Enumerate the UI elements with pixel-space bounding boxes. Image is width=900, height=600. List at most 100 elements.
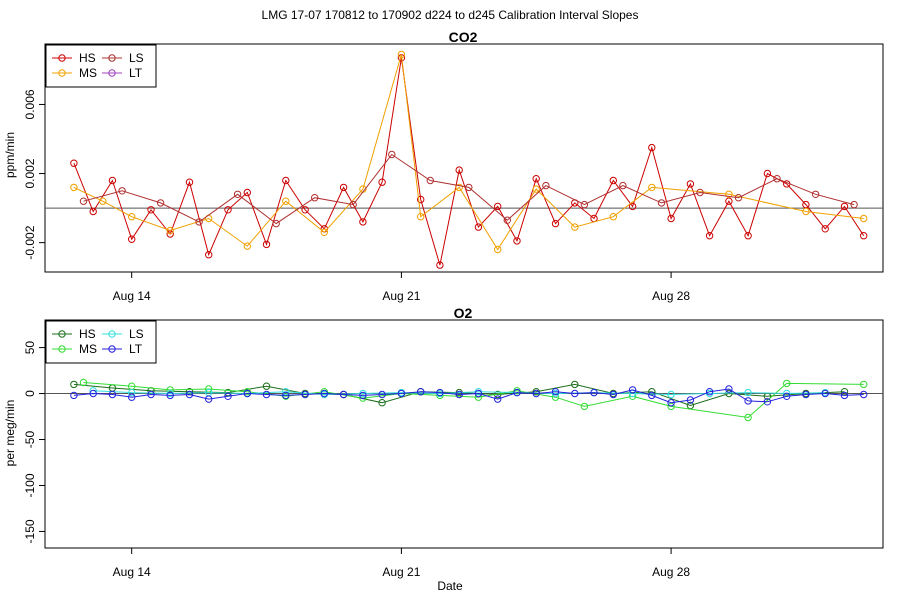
co2-point-ls bbox=[696, 188, 704, 197]
co2-point-hs bbox=[628, 202, 637, 211]
o2-point-lt bbox=[282, 391, 290, 400]
co2-point-ls bbox=[619, 181, 627, 190]
o2-point-ls bbox=[744, 388, 752, 397]
co2-point-ms bbox=[494, 245, 502, 254]
co2-point-hs bbox=[609, 176, 617, 185]
x-axis-label: Date bbox=[437, 579, 463, 593]
co2-point-ls bbox=[79, 197, 88, 205]
co2-point-hs bbox=[185, 178, 194, 186]
o2-point-lt bbox=[763, 398, 772, 406]
co2-point-hs bbox=[205, 251, 213, 259]
o2-point-lt bbox=[417, 388, 425, 396]
o2-y-tick-label: 0 bbox=[23, 390, 37, 397]
co2-point-ls bbox=[580, 200, 589, 209]
o2-legend-label-hs: HS bbox=[79, 327, 96, 341]
co2-title: CO2 bbox=[449, 29, 478, 45]
co2-point-hs bbox=[359, 218, 367, 226]
o2-legend-marker-ls bbox=[108, 330, 116, 338]
o2-ylabel: per meg/min bbox=[3, 400, 17, 467]
co2-point-hs bbox=[744, 232, 752, 240]
co2-legend-marker-hs bbox=[58, 54, 66, 62]
o2-point-lt bbox=[128, 393, 136, 401]
co2-legend-box bbox=[45, 44, 157, 88]
o2-point-lt bbox=[243, 389, 252, 398]
co2-point-hs bbox=[301, 206, 309, 214]
co2-point-hs bbox=[147, 206, 155, 214]
o2-point-hs bbox=[262, 382, 271, 390]
co2-point-hs bbox=[89, 207, 97, 216]
o2-point-ls bbox=[128, 388, 136, 397]
o2-point-lt bbox=[686, 396, 695, 404]
co2-point-ms bbox=[70, 183, 78, 192]
co2-point-ls bbox=[465, 183, 473, 192]
co2-point-ms bbox=[648, 183, 656, 192]
co2-point-ms bbox=[417, 213, 425, 221]
co2-point-hs bbox=[705, 232, 714, 240]
co2-ylabel: ppm/min bbox=[3, 132, 17, 178]
co2-point-ls bbox=[657, 199, 666, 207]
o2-y-tick-label: -100 bbox=[23, 473, 37, 497]
o2-legend-marker-ms bbox=[58, 345, 66, 353]
co2-point-hs bbox=[378, 178, 386, 186]
page-title: LMG 17-07 170812 to 170902 d224 to d245 … bbox=[262, 8, 639, 22]
o2-point-lt bbox=[397, 389, 406, 398]
co2-plot-frame bbox=[44, 43, 884, 273]
co2-x-tick-label: Aug 28 bbox=[652, 289, 690, 303]
co2-point-hs bbox=[763, 169, 772, 178]
co2-point-ms bbox=[397, 50, 406, 59]
o2-x-tick-label: Aug 14 bbox=[113, 565, 151, 579]
co2-point-hs bbox=[282, 176, 290, 185]
o2-point-lt bbox=[147, 390, 155, 399]
o2-legend-marker-lt bbox=[108, 345, 116, 353]
o2-point-lt bbox=[108, 390, 117, 399]
co2-series-line-hs bbox=[73, 57, 865, 266]
co2-point-hs bbox=[821, 225, 829, 233]
co2-legend-label-ms: MS bbox=[79, 66, 97, 80]
o2-point-lt bbox=[783, 392, 791, 400]
o2-point-lt bbox=[339, 390, 348, 399]
co2-point-hs bbox=[243, 188, 252, 197]
o2-point-lt bbox=[301, 390, 309, 399]
o2-point-ls bbox=[359, 389, 367, 398]
co2-point-ms bbox=[802, 207, 810, 216]
o2-point-lt bbox=[359, 391, 367, 400]
o2-point-lt bbox=[70, 391, 78, 400]
o2-point-ls bbox=[166, 389, 174, 398]
co2-series-line-ls bbox=[83, 153, 855, 225]
co2-point-ms bbox=[282, 197, 290, 205]
o2-point-lt bbox=[628, 386, 637, 394]
co2-point-hs bbox=[128, 235, 136, 243]
co2-point-ls bbox=[195, 218, 203, 226]
o2-title: O2 bbox=[454, 305, 473, 321]
o2-point-lt bbox=[474, 389, 483, 398]
o2-point-lt bbox=[455, 390, 463, 399]
o2-point-ms bbox=[744, 413, 752, 422]
o2-point-lt bbox=[705, 388, 714, 396]
o2-legend-marker-hs bbox=[58, 330, 66, 338]
co2-point-ms bbox=[455, 183, 463, 192]
co2-point-hs bbox=[840, 202, 849, 211]
co2-panel: CO2 ppm/min -0.002 0.002 0.006 Aug 14 Aug 21… bbox=[3, 29, 884, 303]
o2-point-lt bbox=[590, 388, 598, 397]
o2-x-tick-label: Aug 28 bbox=[652, 565, 690, 579]
co2-legend-marker-ls bbox=[108, 54, 116, 62]
o2-point-ms bbox=[860, 380, 868, 389]
co2-point-ms bbox=[609, 213, 617, 221]
co2-point-ls bbox=[233, 190, 242, 199]
co2-point-hs bbox=[860, 232, 868, 240]
o2-point-lt bbox=[320, 389, 328, 398]
co2-point-ls bbox=[542, 181, 550, 190]
o2-point-lt bbox=[166, 391, 174, 400]
o2-point-hs bbox=[378, 399, 386, 407]
co2-legend-label-lt: LT bbox=[129, 66, 143, 80]
o2-panel: O2 per meg/min -150 -100 -50 0 50 Aug 14 Aug 2… bbox=[3, 305, 884, 579]
o2-point-lt bbox=[821, 389, 829, 398]
co2-point-ls bbox=[349, 200, 357, 209]
o2-point-lt bbox=[532, 389, 540, 398]
o2-point-lt bbox=[609, 390, 617, 399]
o2-point-lt bbox=[667, 399, 675, 407]
co2-point-hs bbox=[262, 240, 271, 249]
